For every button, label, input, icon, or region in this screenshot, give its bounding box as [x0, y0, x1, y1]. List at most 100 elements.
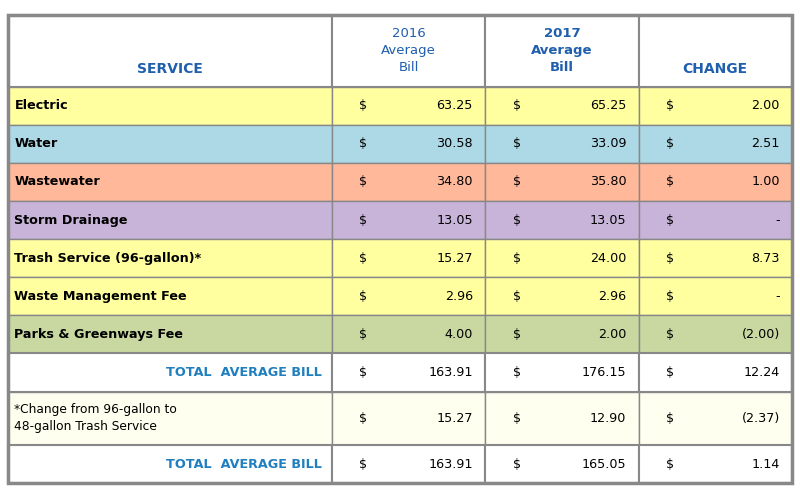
Bar [332, 353, 486, 391]
Bar [486, 353, 638, 391]
Text: $: $ [513, 328, 521, 341]
Bar [8, 239, 332, 277]
Text: TOTAL  AVERAGE BILL: TOTAL AVERAGE BILL [166, 458, 322, 470]
Text: $: $ [666, 366, 674, 379]
Bar [332, 445, 486, 483]
Text: 1.00: 1.00 [751, 176, 780, 188]
Text: $: $ [666, 176, 674, 188]
Text: 2017
Average
Bill: 2017 Average Bill [531, 27, 593, 74]
Text: 176.15: 176.15 [582, 366, 626, 379]
Text: 4.00: 4.00 [445, 328, 473, 341]
Bar [332, 125, 486, 163]
Text: $: $ [666, 252, 674, 264]
Bar [638, 445, 792, 483]
Text: $: $ [359, 176, 367, 188]
Text: 35.80: 35.80 [590, 176, 626, 188]
Text: Wastewater: Wastewater [14, 176, 100, 188]
Bar [486, 125, 638, 163]
Text: 63.25: 63.25 [437, 99, 473, 112]
Bar [8, 315, 332, 353]
Bar [332, 277, 486, 315]
Bar [332, 87, 486, 125]
Text: $: $ [513, 412, 521, 425]
Bar [638, 391, 792, 445]
Text: 13.05: 13.05 [436, 214, 473, 226]
Text: $: $ [359, 214, 367, 226]
Bar [486, 315, 638, 353]
Bar [8, 445, 332, 483]
Text: $: $ [513, 137, 521, 150]
Bar [8, 201, 332, 239]
Text: $: $ [666, 137, 674, 150]
Text: Water: Water [14, 137, 58, 150]
Text: $: $ [359, 99, 367, 112]
Bar [638, 277, 792, 315]
Text: -: - [775, 214, 780, 226]
Text: $: $ [359, 252, 367, 264]
Bar [486, 277, 638, 315]
Bar [486, 87, 638, 125]
Text: $: $ [359, 328, 367, 341]
Bar [638, 353, 792, 391]
Text: TOTAL  AVERAGE BILL: TOTAL AVERAGE BILL [166, 366, 322, 379]
Text: $: $ [513, 458, 521, 470]
Bar [8, 391, 332, 445]
Bar [8, 15, 332, 87]
Bar [8, 87, 332, 125]
Text: 2.96: 2.96 [445, 290, 473, 303]
Bar [638, 315, 792, 353]
Text: $: $ [666, 458, 674, 470]
Text: 30.58: 30.58 [436, 137, 473, 150]
Bar [8, 353, 332, 391]
Text: 12.24: 12.24 [743, 366, 780, 379]
Bar [638, 239, 792, 277]
Bar [638, 125, 792, 163]
Text: $: $ [666, 328, 674, 341]
Text: Electric: Electric [14, 99, 68, 112]
Bar [332, 15, 486, 87]
Bar [332, 391, 486, 445]
Text: $: $ [359, 458, 367, 470]
Bar [638, 87, 792, 125]
Text: $: $ [359, 412, 367, 425]
Text: 163.91: 163.91 [429, 366, 473, 379]
Bar [486, 201, 638, 239]
Text: Trash Service (96-gallon)*: Trash Service (96-gallon)* [14, 252, 202, 264]
Text: (2.00): (2.00) [742, 328, 780, 341]
Text: $: $ [513, 252, 521, 264]
Bar [332, 201, 486, 239]
Text: 165.05: 165.05 [582, 458, 626, 470]
Text: 2016
Average
Bill: 2016 Average Bill [381, 27, 436, 74]
Text: CHANGE: CHANGE [682, 62, 748, 76]
Text: 12.90: 12.90 [590, 412, 626, 425]
Text: 13.05: 13.05 [590, 214, 626, 226]
Text: 34.80: 34.80 [437, 176, 473, 188]
Text: $: $ [666, 99, 674, 112]
Text: 15.27: 15.27 [437, 252, 473, 264]
Text: 33.09: 33.09 [590, 137, 626, 150]
Text: $: $ [359, 290, 367, 303]
Bar [638, 163, 792, 201]
Bar [486, 15, 638, 87]
Text: 24.00: 24.00 [590, 252, 626, 264]
Text: 65.25: 65.25 [590, 99, 626, 112]
Text: Storm Drainage: Storm Drainage [14, 214, 128, 226]
Text: 8.73: 8.73 [751, 252, 780, 264]
Text: 1.14: 1.14 [751, 458, 780, 470]
Bar [486, 239, 638, 277]
Text: 163.91: 163.91 [429, 458, 473, 470]
Bar [486, 391, 638, 445]
Text: SERVICE: SERVICE [137, 62, 203, 76]
Bar [8, 125, 332, 163]
Text: 15.27: 15.27 [437, 412, 473, 425]
Bar [638, 201, 792, 239]
Bar [332, 315, 486, 353]
Bar [8, 277, 332, 315]
Text: (2.37): (2.37) [742, 412, 780, 425]
Bar [486, 163, 638, 201]
Bar [638, 15, 792, 87]
Text: 2.00: 2.00 [598, 328, 626, 341]
Bar [486, 445, 638, 483]
Text: Parks & Greenways Fee: Parks & Greenways Fee [14, 328, 183, 341]
Text: $: $ [513, 176, 521, 188]
